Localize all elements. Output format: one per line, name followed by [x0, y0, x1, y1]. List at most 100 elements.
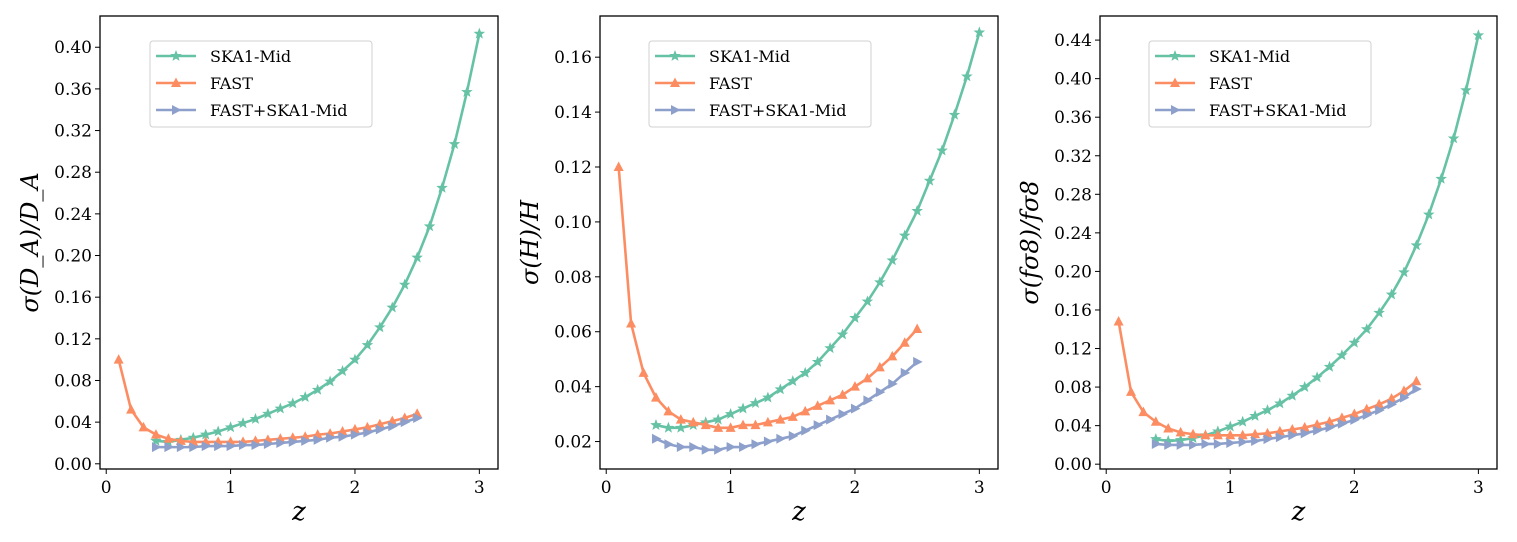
legend-entry: FAST+SKA1-Mid: [1155, 101, 1346, 120]
data-point: [726, 442, 737, 453]
data-point: [1412, 384, 1422, 395]
y-tick-label: 0.04: [1054, 417, 1092, 437]
series-line: [1155, 387, 1418, 447]
data-point: [689, 442, 699, 453]
data-point: [1385, 288, 1398, 300]
data-point: [1298, 381, 1311, 392]
y-tick-label: 0.00: [54, 455, 92, 475]
data-point: [888, 378, 898, 389]
y-tick-label: 0.08: [554, 268, 592, 288]
data-point: [1288, 430, 1298, 441]
legend-label: FAST: [1209, 74, 1252, 93]
data-point: [251, 440, 261, 451]
data-point: [788, 431, 799, 442]
legend-box: [1148, 40, 1372, 128]
data-point: [249, 412, 262, 424]
data-point: [386, 301, 399, 313]
data-point: [812, 400, 823, 410]
data-point: [388, 421, 398, 432]
data-point: [201, 441, 212, 452]
x-tick-label: 2: [1349, 478, 1360, 498]
data-point: [436, 181, 448, 193]
series-fast: [1113, 316, 1422, 440]
x-tick-label: 1: [225, 478, 236, 498]
x-axis-label: z: [791, 497, 806, 527]
y-tick-label: 0.12: [554, 158, 592, 178]
data-point: [913, 356, 923, 367]
legend-entry: FAST: [1155, 74, 1252, 93]
legend-entry: FAST+SKA1-Mid: [655, 101, 846, 120]
legend-label: FAST+SKA1-Mid: [1209, 101, 1346, 120]
y-tick-label: 0.00: [1054, 455, 1092, 475]
data-point: [1200, 429, 1211, 440]
y-axis-label-fsigma8: σ(fσ8)/fσ8: [1016, 180, 1044, 304]
y-tick-label: 0.44: [1054, 31, 1092, 51]
legend-marker: [1170, 77, 1180, 87]
data-point: [1387, 399, 1398, 410]
data-point: [923, 174, 936, 186]
data-point: [164, 442, 174, 453]
plot-frame: [1099, 15, 1498, 470]
data-point: [1213, 438, 1224, 449]
data-point: [787, 411, 798, 421]
plot-frame: [599, 15, 999, 470]
data-point: [1350, 414, 1360, 425]
data-point: [714, 444, 724, 455]
x-tick-label: 2: [850, 478, 861, 498]
data-point: [973, 26, 986, 38]
data-point: [237, 417, 249, 429]
data-point: [1337, 418, 1348, 429]
legend-label: SKA1-Mid: [1209, 47, 1290, 66]
data-point: [473, 27, 486, 39]
data-point: [1274, 397, 1286, 409]
data-point: [799, 366, 811, 378]
y-tick-label: 0.36: [54, 80, 92, 100]
data-point: [1411, 375, 1422, 386]
data-point: [899, 337, 910, 347]
data-point: [1323, 360, 1336, 372]
data-point: [1163, 423, 1174, 433]
data-point: [776, 433, 786, 444]
data-point: [650, 419, 662, 430]
x-tick-label: 3: [974, 478, 985, 498]
legend-marker: [1169, 49, 1181, 61]
data-point: [336, 365, 349, 377]
series-fast: [613, 161, 923, 432]
data-point: [163, 433, 174, 443]
data-point: [751, 439, 761, 450]
data-point: [363, 427, 373, 438]
data-point: [239, 440, 249, 451]
legend-marker: [171, 77, 181, 87]
data-point: [948, 108, 961, 120]
y-tick-label: 0.12: [54, 330, 92, 350]
x-tick-label: 0: [101, 478, 112, 498]
data-point: [1360, 323, 1373, 335]
panel-da: 0 1 2 3 0.00 0.04 0.08 0.12 0.16 0.20 0.24 0.28 0.32…: [16, 15, 499, 527]
legend-box: [648, 40, 872, 128]
data-point: [151, 442, 162, 453]
data-point: [1472, 29, 1485, 41]
data-point: [1113, 316, 1124, 326]
data-point: [739, 442, 749, 453]
data-point: [887, 350, 898, 361]
data-point: [1423, 208, 1435, 220]
legend: SKA1-Mid FAST FAST+SKA1-Mid: [648, 40, 872, 128]
data-point: [1176, 439, 1187, 450]
data-point: [775, 414, 786, 424]
y-tick-label: 0.40: [1054, 70, 1092, 90]
legend-label: FAST: [709, 74, 752, 93]
y-tick-label: 0.06: [554, 323, 592, 343]
data-point: [774, 383, 787, 395]
x-tick-label: 3: [474, 478, 485, 498]
series-line: [1117, 321, 1418, 437]
legend-entry: SKA1-Mid: [655, 47, 790, 66]
data-point: [126, 404, 137, 414]
plot-frame: [99, 15, 499, 470]
data-point: [662, 421, 675, 433]
legend-label: FAST+SKA1-Mid: [709, 101, 846, 120]
data-point: [324, 375, 336, 387]
data-point: [1286, 389, 1299, 401]
legend-marker: [170, 49, 182, 61]
data-point: [398, 278, 411, 290]
